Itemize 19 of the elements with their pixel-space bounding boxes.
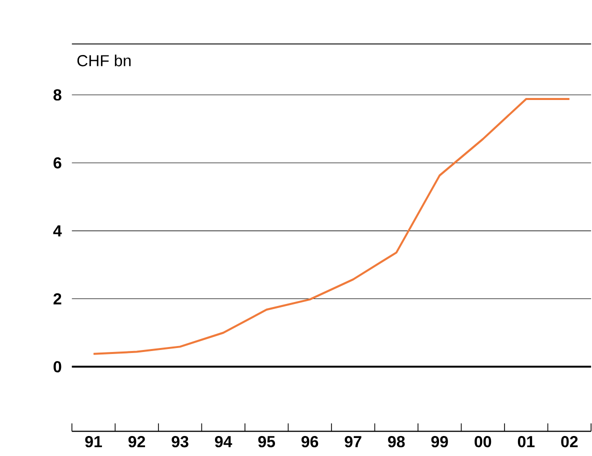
line-series <box>92 98 570 355</box>
x-tick-label: 98 <box>388 436 405 448</box>
x-tick-label: 93 <box>172 436 188 448</box>
x-tick-label: 95 <box>258 436 276 448</box>
y-tick-label: 2 <box>54 293 62 304</box>
y-tick-label: 6 <box>54 157 62 168</box>
y-tick-label: 0 <box>54 360 62 372</box>
x-tick-label: 00 <box>474 436 492 448</box>
x-tick-label: 91 <box>85 436 102 448</box>
x-tick-label: 96 <box>302 436 318 448</box>
y-tick-label: 4 <box>53 225 62 236</box>
x-tick-label: 92 <box>128 436 146 448</box>
x-tick-label: 94 <box>214 436 232 448</box>
y-axis-title: CHF bn <box>77 54 131 66</box>
x-tick-label: 02 <box>561 436 578 448</box>
x-tick-label: 97 <box>344 436 362 448</box>
x-tick-label: 99 <box>431 436 448 448</box>
x-tick-label: 01 <box>518 436 535 448</box>
y-tick-label: 8 <box>53 89 62 100</box>
